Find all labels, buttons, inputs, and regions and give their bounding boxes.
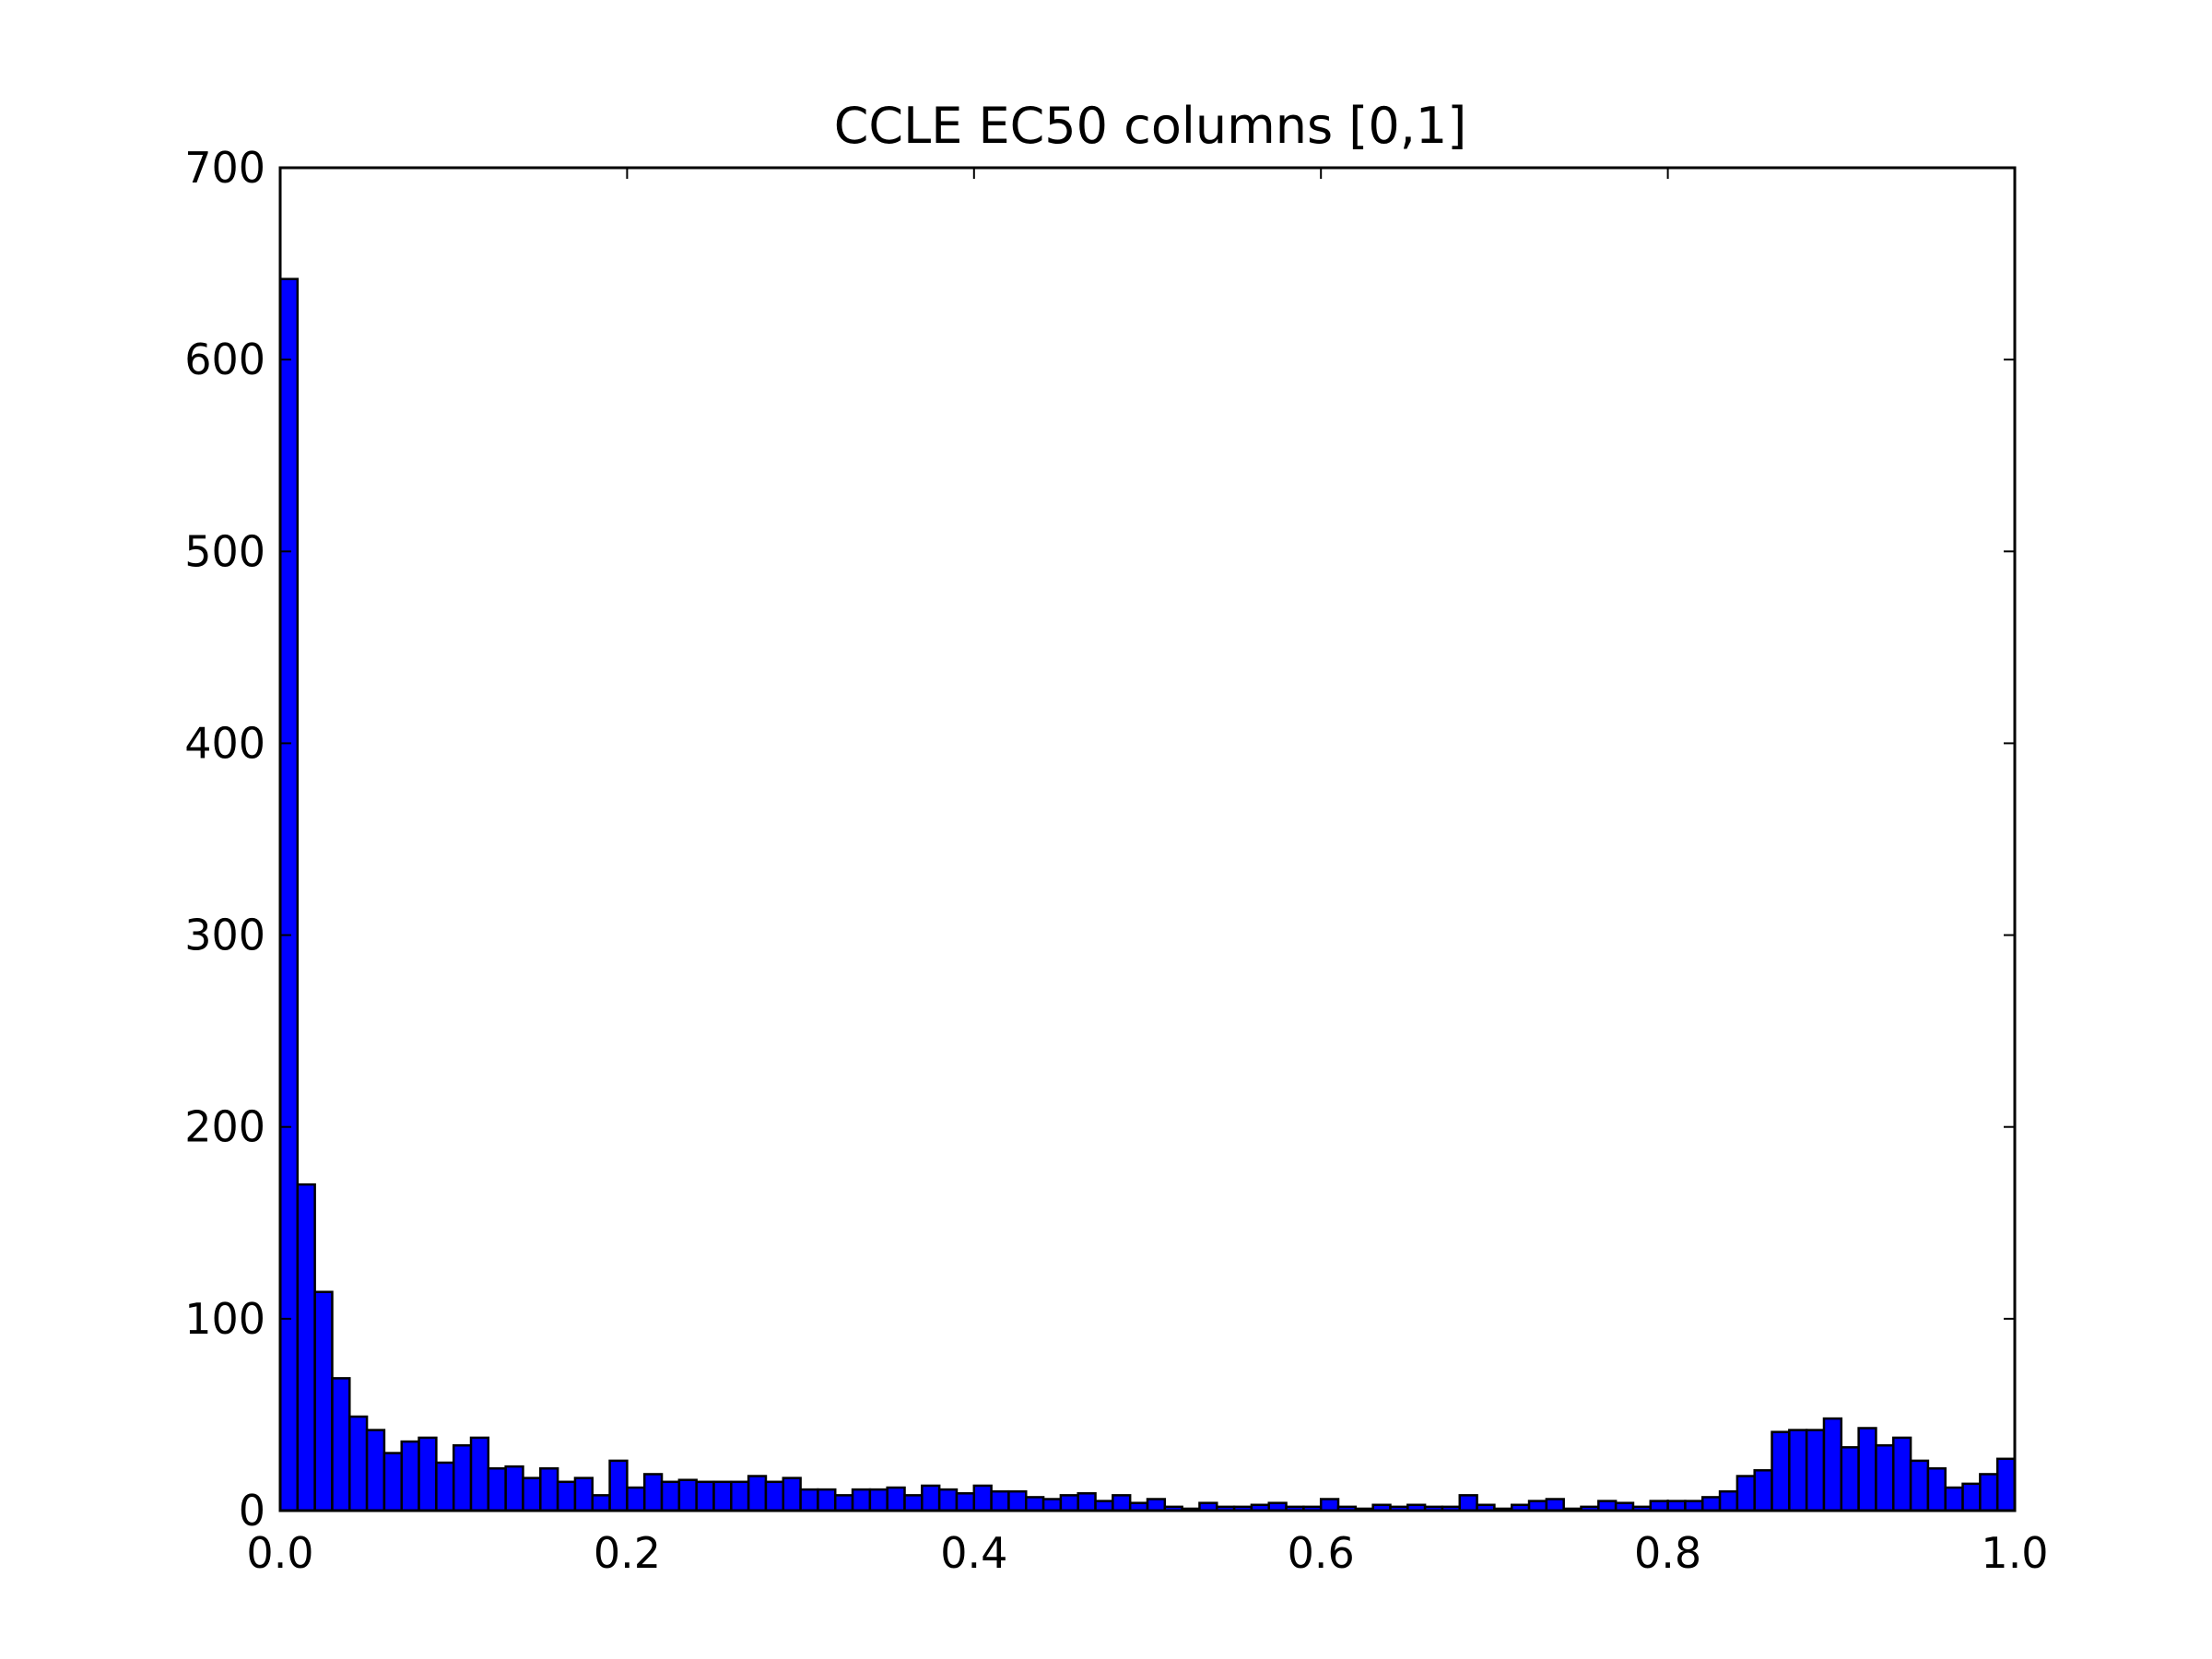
histogram-bar [400, 1440, 420, 1512]
histogram-bar [1458, 1494, 1478, 1512]
histogram-bar [1684, 1500, 1704, 1512]
x-tick-label: 0.8 [1634, 1528, 1701, 1578]
plot-area-frame [278, 166, 2017, 1512]
histogram-bar [1007, 1489, 1028, 1512]
histogram-bar [764, 1480, 785, 1512]
histogram-bar [1926, 1466, 1947, 1512]
histogram-bar [1840, 1446, 1860, 1512]
histogram-bar [382, 1452, 403, 1512]
histogram-bar [1025, 1496, 1045, 1512]
histogram-bar [1771, 1430, 1791, 1512]
histogram-bar [1597, 1500, 1618, 1512]
histogram-bar [990, 1489, 1010, 1512]
histogram-bar [1753, 1469, 1773, 1512]
histogram-bar [1875, 1443, 1895, 1512]
histogram-bar [1961, 1482, 1982, 1512]
histogram-bar [712, 1480, 733, 1512]
y-tick-label: 0 [239, 1486, 265, 1535]
histogram-bar [1041, 1498, 1063, 1512]
y-tick-label: 100 [184, 1294, 265, 1344]
y-tick-label: 200 [184, 1102, 265, 1152]
histogram-bar [573, 1477, 594, 1512]
histogram-bar [522, 1477, 542, 1512]
histogram-bar [1700, 1496, 1722, 1512]
histogram-bar [695, 1480, 715, 1512]
histogram-bar [868, 1488, 888, 1512]
histogram-bar [937, 1488, 959, 1512]
axis-tick-labels: 0.0 0.2 0.4 0.6 0.8 1.0 0 100 200 300 400 500 600 700 [184, 143, 2048, 1578]
histogram-bar [1909, 1459, 1930, 1512]
histogram-bar [799, 1488, 819, 1512]
x-tick-label: 0.2 [594, 1528, 661, 1578]
histogram-bar [1545, 1498, 1565, 1512]
histogram-bar [608, 1459, 629, 1512]
histogram-bar [886, 1486, 906, 1512]
histogram-bar [1146, 1498, 1167, 1512]
histogram-bar [539, 1466, 559, 1512]
histogram-bar [1979, 1473, 1999, 1512]
histogram-bar [348, 1415, 369, 1512]
histogram-bar [1822, 1417, 1843, 1512]
histogram-bar [921, 1484, 941, 1512]
histogram-bar [1735, 1475, 1756, 1512]
histogram-bar [1944, 1486, 1964, 1512]
histogram-bar [591, 1494, 611, 1512]
histogram-bar [833, 1494, 854, 1512]
histogram-bar [331, 1377, 351, 1512]
histogram-bar [1094, 1500, 1114, 1512]
histogram-bar [1649, 1500, 1669, 1512]
y-tick-label: 700 [184, 143, 265, 193]
histogram-bar [660, 1480, 681, 1512]
histogram-bar [1995, 1457, 2017, 1512]
y-tick-label: 300 [184, 911, 265, 960]
histogram-bar [313, 1290, 334, 1512]
histogram-bar [626, 1486, 646, 1512]
histogram-bar [487, 1466, 507, 1512]
y-tick-label: 500 [184, 526, 265, 576]
histogram-bar [955, 1492, 976, 1512]
y-tick-label: 600 [184, 335, 265, 384]
histogram-bar [1805, 1429, 1826, 1512]
histogram-bar [1059, 1494, 1079, 1512]
histogram-bar [730, 1480, 750, 1512]
histogram-bar [1112, 1494, 1132, 1512]
histogram-bar [296, 1182, 316, 1512]
histogram-bar [418, 1436, 438, 1512]
x-tick-label: 1.0 [1981, 1528, 2048, 1578]
histogram-bar [556, 1480, 577, 1512]
x-tick-label: 0.6 [1288, 1528, 1355, 1578]
histogram-bar [1666, 1500, 1687, 1512]
histogram-bar [782, 1477, 802, 1512]
histogram-bar [1527, 1500, 1548, 1512]
histogram-bar [677, 1478, 698, 1512]
histogram-bar [1718, 1489, 1739, 1512]
histogram-bar [1077, 1492, 1097, 1512]
histogram-bar [1892, 1436, 1912, 1512]
histogram-bar [1319, 1498, 1340, 1512]
histogram-bar [851, 1488, 872, 1512]
histogram-bar [972, 1484, 993, 1512]
histogram-bar [1857, 1427, 1877, 1512]
histogram-bar [435, 1461, 455, 1512]
histogram-bar [278, 277, 300, 1512]
histogram-bar [504, 1465, 524, 1512]
x-tick-label: 0.0 [246, 1528, 313, 1578]
y-tick-label: 400 [184, 718, 265, 768]
histogram-bar [452, 1443, 473, 1512]
histogram-bar [365, 1429, 386, 1512]
x-tick-label: 0.4 [940, 1528, 1007, 1578]
chart-title: CCLE EC50 columns [0,1] [834, 97, 1467, 155]
histogram-bar [469, 1436, 490, 1512]
histogram-bar [903, 1494, 924, 1512]
histogram-bar [642, 1473, 664, 1512]
histogram-bar [1788, 1429, 1808, 1512]
histogram-bar [817, 1488, 837, 1512]
histogram-bar [747, 1475, 768, 1512]
